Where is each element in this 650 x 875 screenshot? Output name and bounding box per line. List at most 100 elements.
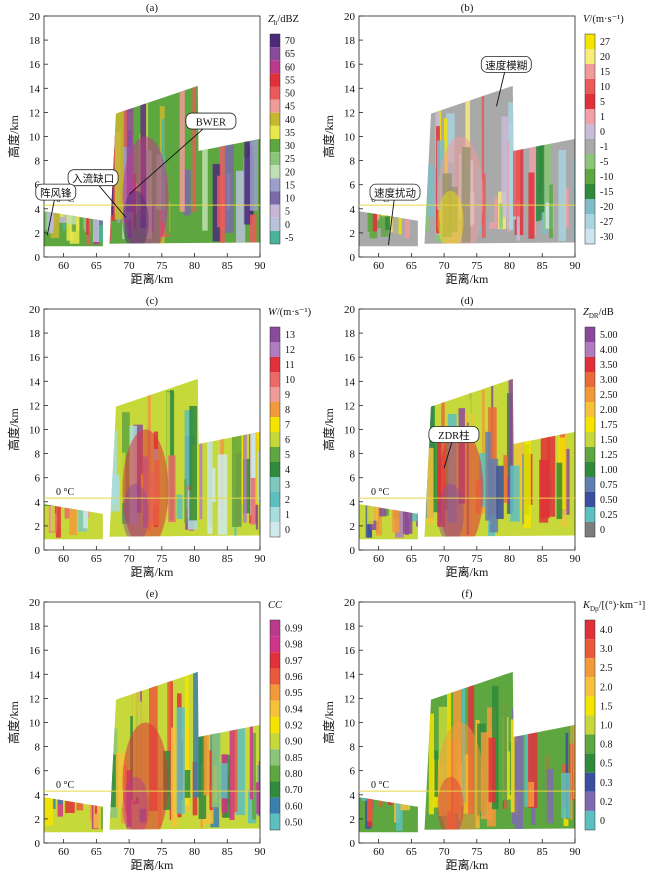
annotation-text: ZDR柱 xyxy=(438,429,470,442)
echo-streak xyxy=(192,85,197,213)
echo-streak xyxy=(392,472,400,533)
colorbar-label: 20 xyxy=(600,52,610,63)
echo-streak xyxy=(64,390,70,519)
echo-streak xyxy=(115,753,125,808)
echo-streak xyxy=(171,727,178,827)
y-tick-label: 6 xyxy=(35,473,41,485)
colorbar-segment xyxy=(270,492,280,507)
echo-streak xyxy=(184,410,193,509)
x-tick-label: 85 xyxy=(222,553,234,565)
echo-core xyxy=(122,429,169,540)
echo-streak xyxy=(44,413,55,506)
y-tick-label: 18 xyxy=(344,328,356,340)
echo-streak xyxy=(250,413,256,516)
colorbar-segment xyxy=(270,60,280,74)
colorbar-segment xyxy=(270,522,280,537)
colorbar-segment xyxy=(270,217,280,231)
x-tick-label: 70 xyxy=(439,260,451,272)
colorbar-segment xyxy=(585,79,595,94)
colorbar-label: 40 xyxy=(285,115,295,126)
zero-degree-label: 0 °C xyxy=(371,487,389,498)
y-tick-label: 8 xyxy=(350,156,356,168)
x-tick-label: 85 xyxy=(537,846,549,858)
colorbar-label: 9 xyxy=(285,390,290,401)
colorbar-segment xyxy=(270,797,280,814)
x-tick-label: 65 xyxy=(91,553,103,565)
echo-streak xyxy=(126,88,134,213)
colorbar-frame xyxy=(584,619,596,831)
echo-field xyxy=(359,671,575,833)
echo-streak xyxy=(529,108,536,236)
y-tick-label: 16 xyxy=(344,352,356,364)
x-tick-label: 60 xyxy=(373,553,385,565)
x-tick-label: 80 xyxy=(189,260,201,272)
echo-streak xyxy=(406,720,415,816)
y-tick-label: 2 xyxy=(350,228,356,240)
colorbar-segment xyxy=(585,715,595,735)
colorbar-frame xyxy=(584,33,596,245)
y-tick-label: 12 xyxy=(29,693,40,705)
colorbar-label: 0.90 xyxy=(285,737,303,748)
colorbar-label: 0.2 xyxy=(600,797,613,808)
echo-field xyxy=(44,85,260,247)
x-tick-label: 80 xyxy=(504,260,516,272)
y-tick-label: 8 xyxy=(35,742,41,754)
colorbar-label: 0.85 xyxy=(285,753,303,764)
panel-f: 0 °C 60 65 70 75 80 85 90 0 2 4 6 8 10 12 14 16 18 20 距离/km… xyxy=(321,588,645,872)
colorbar-segment xyxy=(585,372,595,387)
annotation-leader xyxy=(128,121,212,195)
x-tick-label: 90 xyxy=(255,260,267,272)
echo-streak xyxy=(507,141,510,232)
echo-streak xyxy=(558,150,567,242)
echo-streak xyxy=(426,447,434,525)
colorbar-title: CC xyxy=(268,600,283,611)
x-tick-label: 60 xyxy=(373,260,385,272)
y-tick-label: 14 xyxy=(29,83,41,95)
colorbar-segment xyxy=(585,734,595,754)
echo-streak xyxy=(510,719,516,813)
colorbar-label: 0.25 xyxy=(600,510,618,521)
colorbar-label: 2.0 xyxy=(600,682,613,693)
x-tick-label: 85 xyxy=(537,553,549,565)
colorbar-label: 0 xyxy=(600,525,605,536)
y-tick-label: 8 xyxy=(350,742,356,754)
colorbar-segment xyxy=(585,620,595,640)
echo-streak xyxy=(176,494,183,520)
echo-streak xyxy=(96,678,99,809)
echo-streak xyxy=(570,692,573,821)
y-axis-label: 高度/km xyxy=(6,701,21,744)
y-tick-label: 14 xyxy=(29,376,41,388)
colorbar-label: 0.96 xyxy=(285,672,303,683)
y-tick-label: 12 xyxy=(344,400,355,412)
y-tick-label: 10 xyxy=(344,718,356,730)
echo-streak xyxy=(114,90,124,220)
y-tick-label: 2 xyxy=(35,228,41,240)
colorbar-label: 0.8 xyxy=(600,740,613,751)
echo-streak xyxy=(543,101,552,230)
colorbar-label: 0 xyxy=(285,220,290,231)
y-tick-label: 12 xyxy=(29,107,40,119)
echo-core xyxy=(437,429,484,540)
y-tick-label: 12 xyxy=(344,107,355,119)
echo-core-inner xyxy=(122,483,149,540)
echo-streak xyxy=(103,383,109,506)
colorbar-label: 45 xyxy=(285,102,295,113)
colorbar-title: KDp/[(°)·km⁻¹] xyxy=(582,600,645,613)
y-tick-label: 0 xyxy=(35,545,41,557)
colorbar-label: 1.0 xyxy=(600,721,613,732)
colorbar-label: -5 xyxy=(600,157,608,168)
echo-streak xyxy=(408,719,413,798)
colorbar-segment xyxy=(270,636,280,653)
colorbar-segment xyxy=(585,522,595,537)
echo-streak xyxy=(109,205,112,242)
echo-streak xyxy=(516,200,520,241)
annotation-text: 阵风锋 xyxy=(40,187,72,200)
colorbar-segment xyxy=(270,86,280,100)
colorbar-segment xyxy=(585,169,595,184)
echo-streak xyxy=(44,92,49,230)
x-tick-label: 65 xyxy=(91,260,103,272)
y-tick-label: 6 xyxy=(350,473,356,485)
annotation-box xyxy=(35,183,77,201)
y-tick-label: 4 xyxy=(35,204,41,216)
y-tick-label: 6 xyxy=(35,766,41,778)
